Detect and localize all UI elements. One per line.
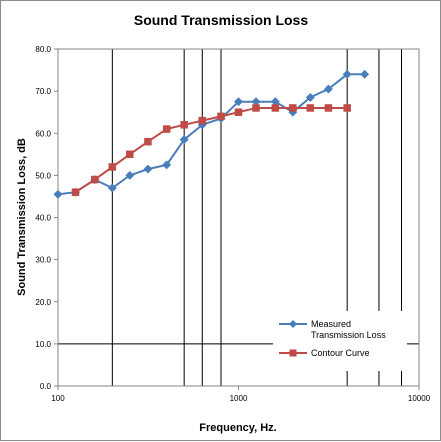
series-1 [53,69,370,199]
legend-marker-diamond [289,320,297,328]
y-tick-label: 70.0 [35,87,51,96]
data-point-square [217,112,225,121]
data-point-square [324,104,333,112]
data-point-diamond [125,170,135,180]
data-point-square [180,121,188,129]
x-tick-label: 100 [51,394,65,403]
data-point-diamond [305,92,315,102]
legend-box [273,311,407,371]
series-line [57,73,365,196]
data-point-square [198,116,207,125]
data-point-diamond [143,164,153,174]
series-line [74,107,348,194]
data-point-square [162,125,171,133]
legend-label-line: Transmission Loss [311,330,386,340]
data-point-diamond [179,135,189,145]
y-tick-label: 20.0 [35,298,51,307]
chart-title: Sound Transmission Loss [134,12,308,28]
data-point-diamond [323,84,333,94]
data-point-square [91,175,99,184]
y-axis: 0.0 10.0 20.0 30.0 40.0 50.0 60.0 70.0 80.0 [35,45,58,391]
data-point-diamond [107,183,117,193]
y-tick-label: 30.0 [35,256,51,265]
x-tick-label: 10000 [408,394,431,403]
legend-label-line: Contour Curve [311,348,370,358]
data-point-square [108,163,117,171]
data-point-diamond [53,189,63,199]
data-point-square [252,104,260,112]
series-2 [71,104,351,196]
data-point-diamond [342,69,352,79]
x-tick-label: 1000 [230,394,248,403]
data-point-diamond [360,69,370,79]
data-point-diamond [162,160,172,170]
data-point-square [71,188,80,196]
data-point-square [343,104,351,112]
data-point-square [234,108,243,116]
y-tick-label: 80.0 [35,45,51,54]
y-axis-label: Sound Transmission Loss, dB [16,138,28,296]
data-point-square [271,104,280,112]
legend-label-line: Measured [311,319,351,329]
data-point-square [126,150,134,159]
x-axis-label: Frequency, Hz. [199,422,276,434]
data-point-diamond [233,97,244,107]
y-tick-label: 10.0 [35,340,51,349]
legend-label: Contour Curve [311,348,370,358]
legend-marker-square [289,349,297,357]
y-tick-label: 50.0 [35,171,51,180]
y-tick-label: 0.0 [40,382,52,391]
x-axis: 100 1000 10000 [51,386,431,403]
data-point-square [289,104,297,112]
data-point-square [144,137,152,146]
legend-label: Measured Transmission Loss [311,319,386,340]
y-tick-label: 40.0 [35,214,51,223]
data-point-square [306,104,315,112]
legend: Measured Transmission Loss Contour Curve [273,311,407,371]
y-tick-label: 60.0 [35,129,51,138]
